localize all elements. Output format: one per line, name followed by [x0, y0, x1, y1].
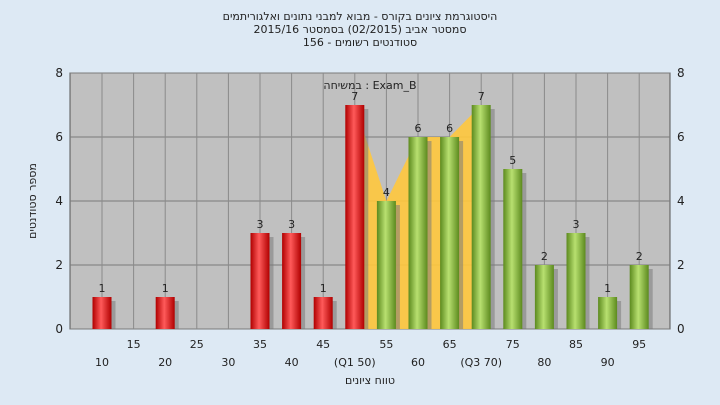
bar [629, 265, 649, 329]
data-labels: 1 1 3 3 1 7 4 6 6 7 5 2 3 1 2 [99, 90, 643, 295]
chart-title-line-2: 2015/16 סמסטר אביב (02/2015) בסמסטר [253, 23, 467, 36]
data-label: 6 [415, 122, 422, 135]
y-tick-label-right: 4 [677, 194, 685, 208]
x-tick-label: 60 [411, 356, 425, 369]
y-tick-label-right: 0 [677, 322, 685, 336]
bar [598, 297, 618, 329]
data-label: 1 [99, 282, 106, 295]
x-tick-label: 10 [95, 356, 109, 369]
data-label: 6 [446, 122, 453, 135]
x-tick-label: (Q3 70) [460, 356, 502, 369]
y-tick-label-left: 6 [55, 130, 63, 144]
data-label: 1 [162, 282, 169, 295]
bar [345, 105, 365, 329]
x-tick-label: 45 [316, 338, 330, 351]
y-tick-label-right: 8 [677, 66, 685, 80]
y-axis-label: מספר סטודנטים [26, 163, 39, 239]
bar [534, 265, 554, 329]
data-label: 1 [604, 282, 611, 295]
x-tick-label: 55 [379, 338, 393, 351]
y-tick-label-left: 4 [55, 194, 63, 208]
data-label: 3 [257, 218, 264, 231]
data-label: 3 [288, 218, 295, 231]
x-tick-label: 90 [601, 356, 615, 369]
bar [566, 233, 586, 329]
y-tick-label-left: 8 [55, 66, 63, 80]
x-tick-label: 85 [569, 338, 583, 351]
x-tick-label: 35 [253, 338, 267, 351]
y-tick-label-left: 2 [55, 258, 63, 272]
data-label: 2 [636, 250, 643, 263]
bar [92, 297, 112, 329]
x-tick-label: 30 [221, 356, 235, 369]
chart-title-line-1: היסטוגרמת ציונים בקורס - מבוא למבני נתונ… [222, 10, 498, 23]
data-label: 1 [320, 282, 327, 295]
data-label: 5 [509, 154, 516, 167]
bar [471, 105, 491, 329]
y-tick-label-left: 0 [55, 322, 63, 336]
x-tick-label: 80 [537, 356, 551, 369]
data-label: 3 [573, 218, 580, 231]
bar [503, 169, 523, 329]
bar [408, 137, 428, 329]
x-tick-label: 95 [632, 338, 646, 351]
data-label: 4 [383, 186, 390, 199]
bar [313, 297, 333, 329]
y-tick-label-right: 2 [677, 258, 685, 272]
y-tick-label-right: 6 [677, 130, 685, 144]
x-tick-label: (Q1 50) [334, 356, 376, 369]
bars [92, 105, 653, 329]
data-label: 2 [541, 250, 548, 263]
x-tick-label: 15 [127, 338, 141, 351]
x-tick-label: 75 [506, 338, 520, 351]
bar [155, 297, 175, 329]
chart-annotation: במשיחה : Exam_B [323, 79, 416, 92]
x-tick-label: 25 [190, 338, 204, 351]
chart-title-line-3: סטודנטים רשומים - 156 [302, 36, 418, 49]
data-label: 7 [351, 90, 358, 103]
x-tick-label: 20 [158, 356, 172, 369]
bar [440, 137, 460, 329]
x-tick-label: 65 [443, 338, 457, 351]
bar [282, 233, 302, 329]
bar [376, 201, 396, 329]
x-tick-label: 40 [285, 356, 299, 369]
data-label: 7 [478, 90, 485, 103]
bar [250, 233, 270, 329]
x-axis-label: טווח ציונים [345, 374, 395, 387]
